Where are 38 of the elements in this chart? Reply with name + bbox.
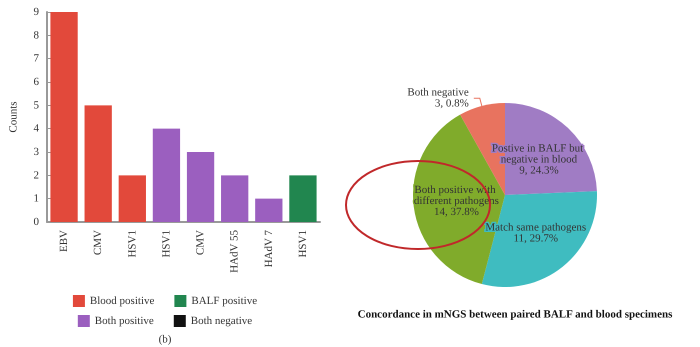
y-tick-label: 1 <box>34 192 39 205</box>
y-tick-label: 4 <box>34 122 40 135</box>
bar <box>221 175 248 222</box>
data-label: 14, 37.8% <box>434 206 479 218</box>
data-label: 9, 24.3% <box>519 164 559 177</box>
bar <box>152 128 180 222</box>
bar <box>50 12 78 222</box>
y-tick-label: 0 <box>34 216 40 228</box>
text: Concordance in mNGS between paired BALF and blood specimens <box>358 308 674 320</box>
legend-label: BALF positive <box>191 295 258 307</box>
y-tick-label: 8 <box>34 29 40 42</box>
slice-label: Both negative <box>407 86 469 99</box>
x-tick-label: HAdV 7 <box>262 230 275 268</box>
y-tick-label: 7 <box>34 52 40 65</box>
y-tick-label: 9 <box>34 6 40 18</box>
bar <box>289 175 317 222</box>
x-tick-label: CMV <box>194 230 207 256</box>
legend-label: Both positive <box>94 315 154 327</box>
y-tick-label: 3 <box>34 146 40 158</box>
x-tick-label: HAdV 55 <box>228 230 241 273</box>
y-axis-title: Counts <box>8 101 20 133</box>
data-label: 11, 29.7% <box>514 232 558 245</box>
bar <box>255 198 282 222</box>
x-tick-label: HSV1 <box>296 230 309 258</box>
x-tick-label: HSV1 <box>126 230 138 258</box>
legend-label: Both negative <box>190 315 252 327</box>
bar <box>186 152 214 222</box>
legend-label: Blood positive <box>90 295 155 307</box>
x-tick-label: EBV <box>58 230 70 252</box>
y-tick-label: 6 <box>34 76 40 88</box>
data-label: 3, 0.8% <box>434 98 469 110</box>
text: (b) <box>158 334 172 346</box>
bar <box>84 105 112 222</box>
y-tick-label: 2 <box>34 169 39 182</box>
y-tick-label: 5 <box>34 99 40 112</box>
bar <box>118 175 146 222</box>
x-tick-label: CMV <box>92 230 104 256</box>
x-tick-label: HSV1 <box>160 230 172 258</box>
